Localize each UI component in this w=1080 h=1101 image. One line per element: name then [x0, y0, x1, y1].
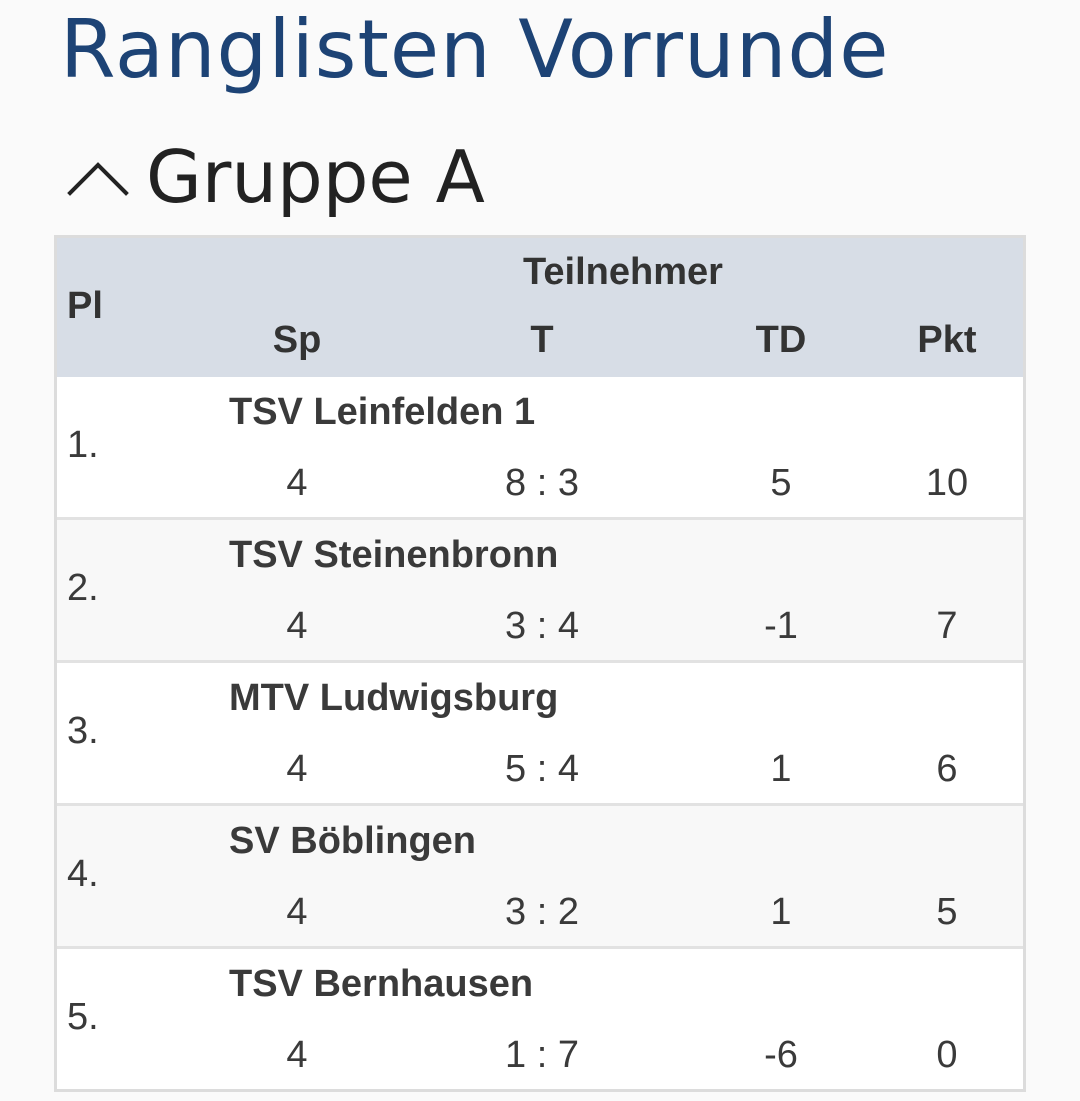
team-name: TSV Steinenbronn [229, 534, 559, 576]
points-cell: 10 [925, 462, 969, 504]
goals-cell: 3 : 4 [505, 605, 579, 647]
rank-cell: 4. [67, 853, 99, 895]
games-cell: 4 [286, 462, 308, 504]
rank-cell: 3. [67, 710, 99, 752]
points-cell: 0 [936, 1034, 958, 1076]
diff-cell: -6 [764, 1034, 798, 1076]
team-name: TSV Leinfelden 1 [229, 391, 536, 433]
games-cell: 4 [286, 1034, 308, 1076]
team-name: MTV Ludwigsburg [229, 677, 559, 719]
table-row: 5. TSV Bernhausen 4 1 : 7 -6 0 [57, 946, 1023, 1089]
team-name: SV Böblingen [229, 820, 476, 862]
games-cell: 4 [286, 748, 308, 790]
games-cell: 4 [286, 891, 308, 933]
header-diff: TD [755, 319, 807, 361]
rank-cell: 2. [67, 567, 99, 609]
group-title: Gruppe A [146, 135, 485, 219]
points-cell: 5 [936, 891, 958, 933]
diff-cell: 5 [770, 462, 792, 504]
rank-cell: 1. [67, 424, 99, 466]
table-header: Pl Teilnehmer Sp T TD Pkt [57, 238, 1023, 377]
header-team: Teilnehmer [523, 251, 723, 293]
header-rank: Pl [67, 285, 103, 327]
header-games: Sp [272, 319, 322, 361]
standings-table: Pl Teilnehmer Sp T TD Pkt 1. TSV Leinfel… [54, 235, 1026, 1092]
points-cell: 6 [936, 748, 958, 790]
header-goals: T [530, 319, 554, 361]
diff-cell: 1 [770, 748, 792, 790]
table-row: 4. SV Böblingen 4 3 : 2 1 5 [57, 803, 1023, 946]
games-cell: 4 [286, 605, 308, 647]
diff-cell: 1 [770, 891, 792, 933]
points-cell: 7 [936, 605, 958, 647]
group-toggle[interactable]: Gruppe A [66, 132, 485, 222]
goals-cell: 5 : 4 [505, 748, 579, 790]
table-row: 1. TSV Leinfelden 1 4 8 : 3 5 10 [57, 377, 1023, 517]
team-name: TSV Bernhausen [229, 963, 534, 1005]
goals-cell: 1 : 7 [505, 1034, 579, 1076]
goals-cell: 3 : 2 [505, 891, 579, 933]
rank-cell: 5. [67, 996, 99, 1038]
goals-cell: 8 : 3 [505, 462, 579, 504]
page-title: Ranglisten Vorrunde [60, 3, 890, 96]
header-points: Pkt [917, 319, 977, 361]
chevron-up-icon [67, 162, 129, 196]
table-row: 3. MTV Ludwigsburg 4 5 : 4 1 6 [57, 660, 1023, 803]
table-row: 2. TSV Steinenbronn 4 3 : 4 -1 7 [57, 517, 1023, 660]
diff-cell: -1 [764, 605, 798, 647]
